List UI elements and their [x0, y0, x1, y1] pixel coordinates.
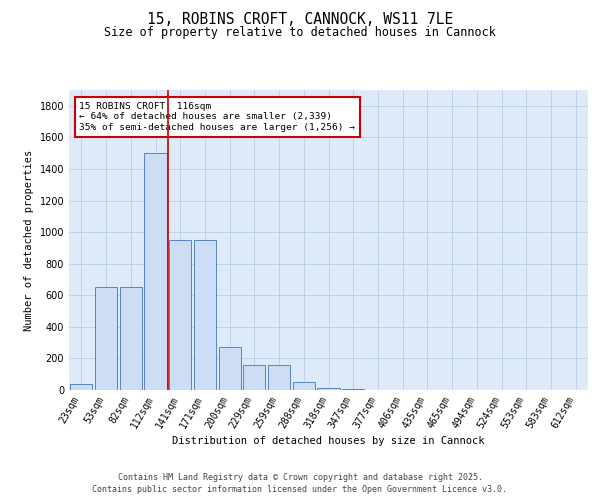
Text: 15, ROBINS CROFT, CANNOCK, WS11 7LE: 15, ROBINS CROFT, CANNOCK, WS11 7LE	[147, 12, 453, 28]
Bar	[293, 382, 315, 390]
Bar	[119, 288, 142, 390]
X-axis label: Distribution of detached houses by size in Cannock: Distribution of detached houses by size …	[172, 436, 485, 446]
Bar	[95, 288, 117, 390]
Bar	[268, 364, 290, 390]
Bar	[218, 348, 241, 390]
Y-axis label: Number of detached properties: Number of detached properties	[24, 150, 34, 330]
Bar	[169, 240, 191, 390]
Bar	[194, 240, 216, 390]
Bar	[317, 388, 340, 390]
Bar	[342, 389, 364, 390]
Bar	[145, 153, 167, 390]
Bar	[70, 384, 92, 390]
Text: 15 ROBINS CROFT: 116sqm
← 64% of detached houses are smaller (2,339)
35% of semi: 15 ROBINS CROFT: 116sqm ← 64% of detache…	[79, 102, 355, 132]
Text: Size of property relative to detached houses in Cannock: Size of property relative to detached ho…	[104, 26, 496, 39]
Bar	[243, 364, 265, 390]
Text: Contains HM Land Registry data © Crown copyright and database right 2025.: Contains HM Land Registry data © Crown c…	[118, 472, 482, 482]
Text: Contains public sector information licensed under the Open Government Licence v3: Contains public sector information licen…	[92, 485, 508, 494]
